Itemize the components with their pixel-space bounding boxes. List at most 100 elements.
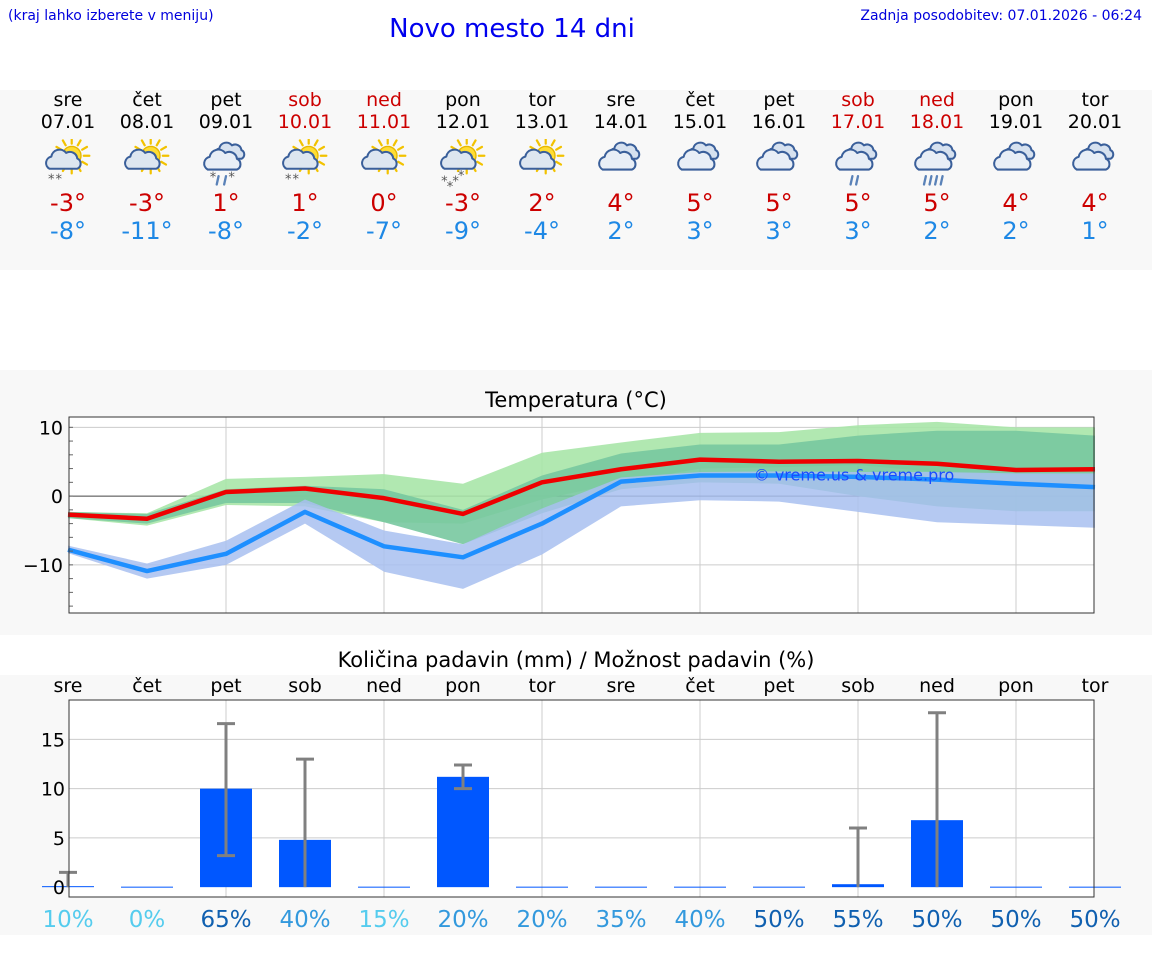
snowflake-glyph: * [292, 173, 299, 188]
temperature-chart: © vreme.us & vreme.pro 10 0 −10 [23, 416, 1096, 614]
temp-min: -8° [208, 217, 244, 245]
temp-min: -8° [50, 217, 86, 245]
day-name: ned [919, 89, 955, 111]
day-column: sre 14.01 4° 2° [581, 89, 661, 245]
category-label: ned [919, 675, 955, 697]
location-menu-hint: (kraj lahko izberete v meniju) [8, 8, 214, 24]
rain-drop [215, 174, 220, 186]
cloud-rain-icon [835, 141, 878, 186]
day-date: 10.01 [277, 111, 333, 133]
plot-frame [68, 699, 1095, 898]
sun-ray [377, 139, 383, 147]
cloud-shape [124, 148, 161, 170]
cloud-icon [598, 141, 641, 171]
cloud-shape [756, 148, 795, 171]
snowflake-glyph: * [48, 173, 55, 188]
precip-bar [674, 886, 726, 888]
sun-ray [61, 139, 67, 147]
snowflake-glyph: * [447, 180, 454, 191]
icon-group [598, 141, 641, 171]
precip-bar [516, 886, 568, 888]
cloud-icon [993, 141, 1036, 171]
sun-cloud-snow-icon: * * [282, 139, 328, 188]
cloud-shape [993, 148, 1032, 171]
icon-group [993, 141, 1036, 171]
y-tick-label: 0 [53, 877, 65, 899]
precip-probability: 10% [42, 907, 93, 933]
day-date: 07.01 [40, 111, 96, 133]
category-label: čet [132, 675, 162, 697]
day-column: tor 20.01 4° 1° [1055, 89, 1135, 245]
plot-frame [68, 416, 1095, 614]
day-name: sre [53, 89, 83, 111]
temp-min: -9° [445, 217, 481, 245]
temp-max: -3° [129, 189, 165, 217]
category-label: tor [529, 675, 556, 697]
temp-max: 4° [1002, 189, 1030, 217]
snowflake-glyph: * [285, 173, 292, 188]
precipitation-chart: sre čet pet sob ned pon tor sre čet pet sob ned pon t… [41, 675, 1121, 933]
sun-cloud-icon [519, 139, 565, 175]
category-label: tor [1082, 675, 1109, 697]
temp-min: 2° [1002, 217, 1030, 245]
category-label: pet [210, 675, 241, 697]
day-date: 18.01 [909, 111, 965, 133]
forecast-strip [0, 90, 1152, 270]
icon-group [914, 141, 957, 186]
series-line-max [67, 457, 1096, 522]
precip-probability: 40% [279, 907, 330, 933]
precip-probability: 50% [753, 907, 804, 933]
day-name: čet [685, 89, 715, 111]
precip-probability: 50% [990, 907, 1041, 933]
day-name: pet [763, 89, 795, 111]
temp-max: 5° [844, 189, 872, 217]
temp-min: -7° [366, 217, 402, 245]
day-name: sre [606, 89, 636, 111]
precip-bar [358, 886, 410, 888]
precip-bar [595, 886, 647, 888]
day-date: 19.01 [988, 111, 1044, 133]
day-column: pet 09.01 * * 1° -8° [186, 89, 266, 245]
cloud-heavy-rain-icon [914, 141, 957, 186]
temp-max: 4° [1081, 189, 1109, 217]
day-column: ned 11.01 0° -7° [344, 89, 424, 245]
temp-min: -2° [287, 217, 323, 245]
day-name: čet [132, 89, 162, 111]
cloud-shape [440, 148, 477, 170]
series-line-min [67, 473, 1096, 574]
y-tick-label: 5 [53, 828, 65, 850]
temp-min: 3° [765, 217, 793, 245]
y-tick-label: 0 [51, 486, 63, 508]
snowflake-glyph: * [441, 174, 448, 189]
sun-ray [140, 139, 146, 147]
day-name: tor [528, 89, 556, 111]
temp-max: 5° [686, 189, 714, 217]
sun-ray [155, 139, 161, 147]
precip-probability: 20% [437, 907, 488, 933]
day-date: 09.01 [198, 111, 254, 133]
icon-group: * * [45, 139, 91, 188]
cloud-shape [1072, 148, 1111, 171]
day-column: pet 16.01 5° 3° [739, 89, 819, 245]
precip-bar [1069, 886, 1121, 888]
precip-probability: 20% [516, 907, 567, 933]
precipitation-chart-title: Količina padavin (mm) / Možnost padavin … [337, 648, 815, 672]
temp-min: 3° [686, 217, 714, 245]
band-min_band [68, 471, 1095, 589]
category-label: ned [366, 675, 402, 697]
sun-ray [555, 145, 563, 151]
snowflake-glyph: * [452, 174, 459, 189]
precip-bar [437, 776, 489, 888]
temp-max: -3° [445, 189, 481, 217]
y-tick-label: −10 [23, 555, 63, 577]
day-column: pon 12.01 * * * * -3° -9° [423, 89, 503, 245]
watermark: © vreme.us & vreme.pro [754, 465, 955, 484]
last-update: Zadnja posodobitev: 07.01.2026 - 06:24 [860, 8, 1142, 24]
cloud-shape [519, 148, 556, 170]
temp-min: -4° [524, 217, 560, 245]
precip-probability: 40% [674, 907, 725, 933]
day-date: 12.01 [435, 111, 491, 133]
cloud-shape [282, 148, 319, 170]
snowflake-glyph: * [55, 173, 62, 188]
precip-bar [753, 886, 805, 888]
